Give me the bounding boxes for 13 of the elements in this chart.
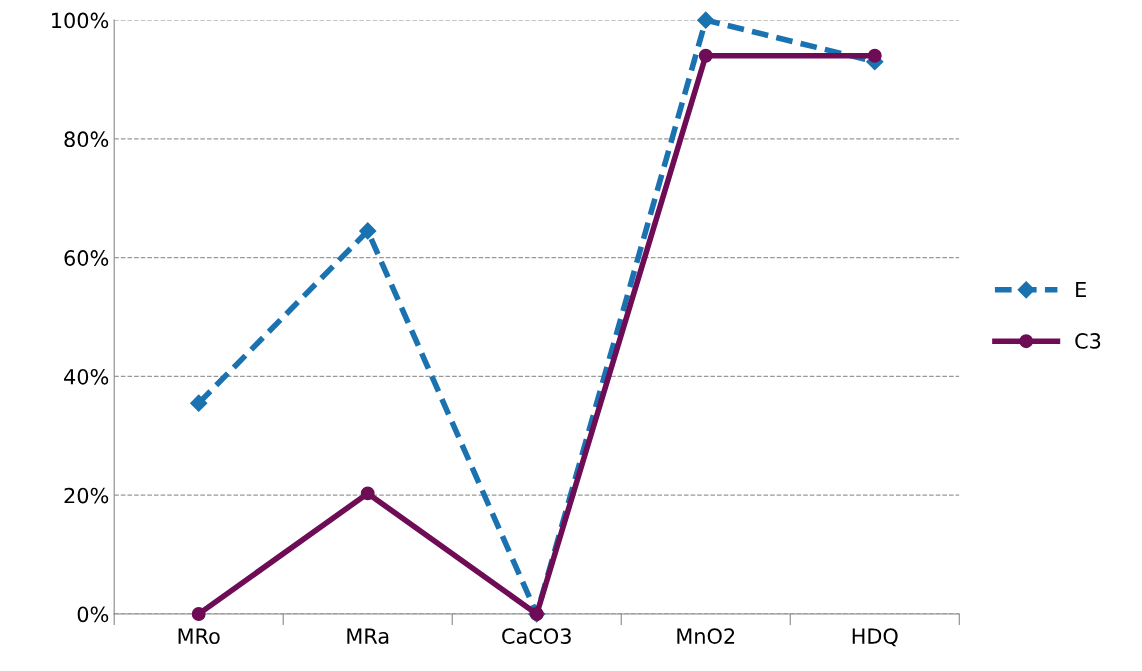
y-tick-label: 0%	[77, 606, 109, 623]
y-tick-label: 80%	[64, 131, 109, 148]
x-tick-label: MnO2	[677, 628, 735, 644]
legend-label: C3	[1075, 333, 1101, 349]
y-tick-label: 60%	[64, 250, 109, 266]
x-tick-label: CaCO3	[502, 628, 571, 644]
x-tick-label: MRo	[178, 628, 220, 644]
x-tick-label: MRa	[347, 628, 389, 644]
legend-label: E	[1076, 281, 1086, 298]
x-tick-label: HDQ	[852, 628, 898, 647]
y-tick-label: 100%	[52, 12, 109, 29]
y-tick-label: 40%	[64, 368, 109, 385]
y-tick-label: 20%	[64, 487, 109, 504]
